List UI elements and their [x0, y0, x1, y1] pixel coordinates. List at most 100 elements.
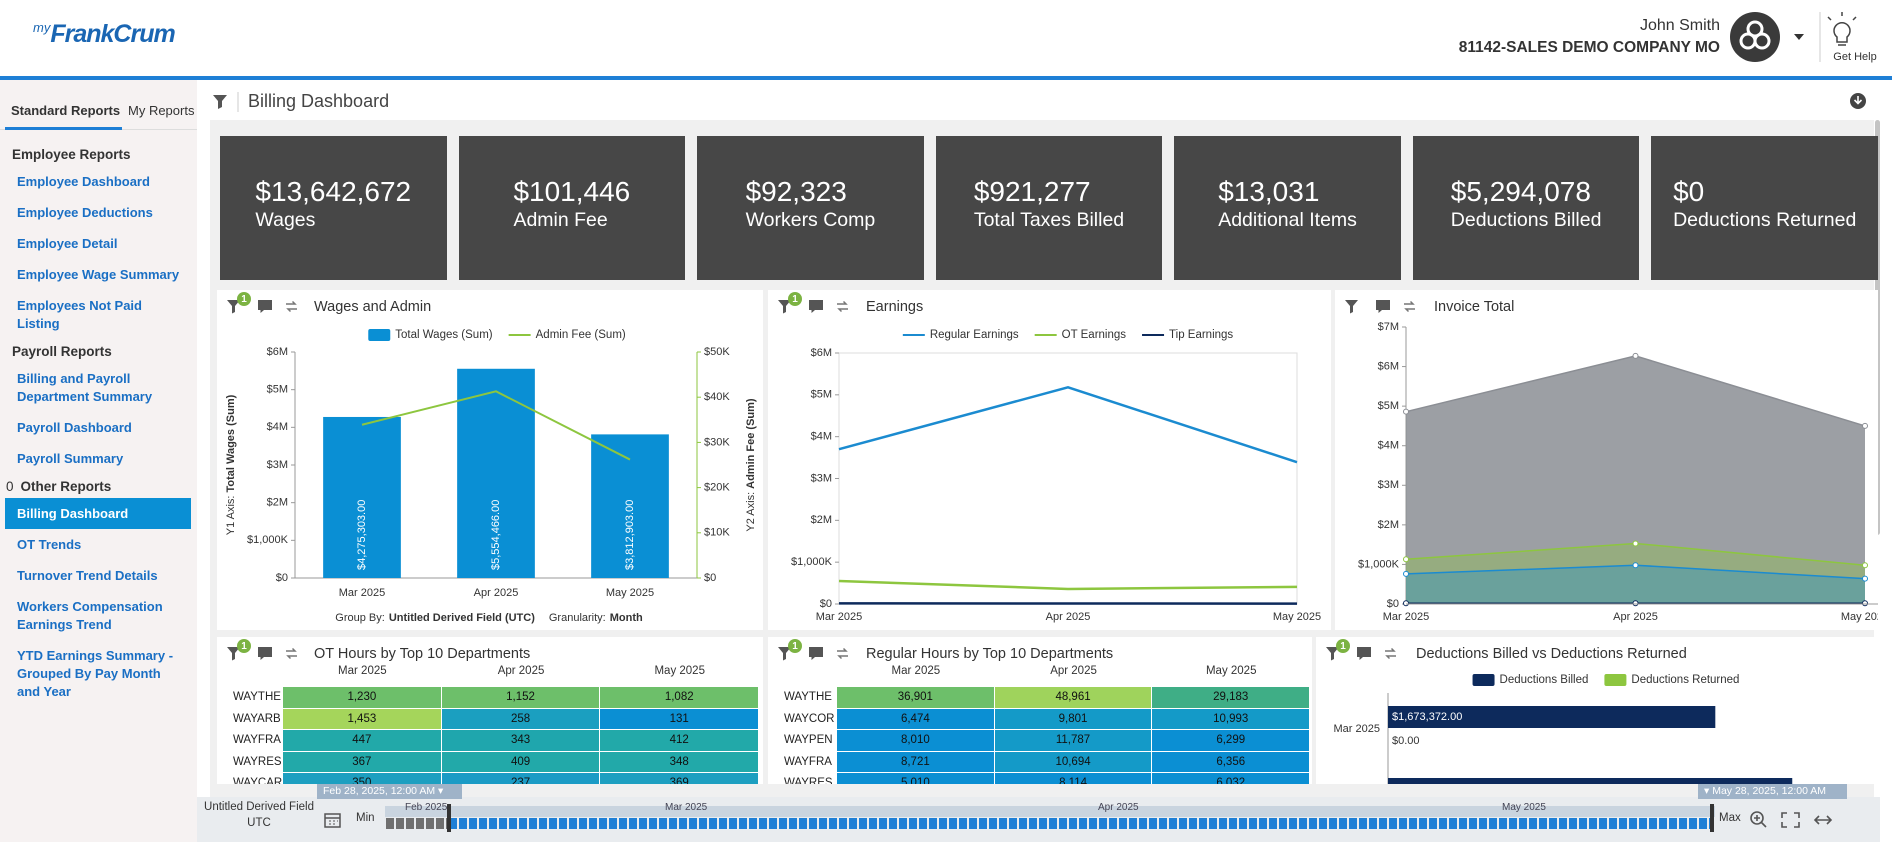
user-menu-caret[interactable] — [1794, 34, 1804, 40]
table-cell[interactable]: 48,961 — [994, 687, 1152, 708]
table-cell[interactable]: 258 — [441, 708, 600, 729]
timeline-handle-end[interactable] — [1710, 804, 1714, 832]
table-cell[interactable]: 10,694 — [994, 751, 1152, 772]
area-point[interactable] — [1862, 575, 1868, 582]
table-cell[interactable]: 6,474 — [837, 708, 994, 729]
report-link[interactable]: Employee Detail — [17, 235, 118, 251]
comment-icon[interactable] — [258, 300, 272, 313]
table-cell[interactable]: 9,801 — [994, 708, 1152, 729]
table-cell[interactable]: 350 — [283, 773, 441, 784]
legend-label[interactable]: Regular Earnings — [930, 329, 1019, 341]
area-point[interactable] — [1632, 562, 1639, 569]
area-point[interactable] — [1862, 562, 1868, 569]
filter-icon[interactable] — [778, 647, 791, 661]
comment-icon[interactable] — [809, 647, 823, 660]
table-cell[interactable]: 409 — [441, 751, 600, 772]
timeline-start-label[interactable]: Feb 28, 2025, 12:00 AM ▾ — [317, 784, 462, 799]
table-cell[interactable]: 6,356 — [1152, 751, 1310, 772]
area-point[interactable] — [1403, 570, 1409, 577]
report-link[interactable]: Employee Deductions — [17, 204, 153, 220]
settings-icon[interactable] — [286, 647, 297, 660]
table-cell[interactable]: 367 — [283, 751, 441, 772]
timeline-handle-start[interactable] — [447, 804, 451, 832]
settings-icon[interactable] — [1385, 647, 1396, 660]
legend-label[interactable]: Deductions Returned — [1631, 674, 1739, 686]
settings-icon[interactable] — [1404, 300, 1415, 313]
report-link[interactable]: Billing Dashboard — [5, 498, 191, 529]
table-cell[interactable]: 1,453 — [283, 708, 441, 729]
bar[interactable] — [1388, 778, 1793, 784]
timeline-max[interactable]: Max — [1719, 812, 1741, 824]
report-link[interactable]: Employees Not Paid Listing — [17, 297, 142, 331]
table-cell[interactable]: 10,993 — [1152, 708, 1310, 729]
filter-icon[interactable] — [227, 300, 240, 314]
legend-label[interactable]: Admin Fee (Sum) — [536, 329, 626, 341]
area-point[interactable] — [1632, 352, 1639, 359]
comment-icon[interactable] — [258, 647, 272, 660]
zoom-in[interactable] — [1750, 811, 1764, 825]
filter-icon[interactable] — [1345, 300, 1358, 314]
table-cell[interactable]: 8,721 — [837, 751, 994, 772]
legend-label[interactable]: Tip Earnings — [1169, 329, 1233, 341]
pan[interactable] — [1813, 815, 1833, 825]
filter-icon[interactable] — [1326, 647, 1339, 661]
table-cell[interactable]: 131 — [600, 708, 759, 729]
report-link[interactable]: Employee Dashboard — [17, 173, 150, 189]
timeline-end-label[interactable]: ▾ May 28, 2025, 12:00 AM — [1698, 784, 1847, 799]
table-cell[interactable]: 36,901 — [837, 687, 994, 708]
table-cell[interactable]: 1,230 — [283, 687, 441, 708]
report-link[interactable]: Payroll Dashboard — [17, 419, 132, 435]
table-cell[interactable]: 1,152 — [441, 687, 600, 708]
zoom-fit[interactable] — [1781, 812, 1800, 828]
legend-label[interactable]: OT Earnings — [1062, 329, 1127, 341]
report-link[interactable]: OT Trends — [17, 536, 82, 552]
area-point[interactable] — [1632, 600, 1639, 607]
table-cell[interactable]: 237 — [441, 773, 600, 784]
report-link[interactable]: Billing and Payroll Department Summary — [17, 370, 153, 404]
settings-icon[interactable] — [837, 300, 848, 313]
timeline-min[interactable]: Min — [356, 812, 375, 824]
table-cell[interactable]: 6,032 — [1152, 773, 1310, 784]
download-icon[interactable] — [1849, 92, 1869, 112]
legend-label[interactable]: Deductions Billed — [1500, 674, 1589, 686]
table-cell[interactable]: 8,114 — [994, 773, 1152, 784]
area-point[interactable] — [1632, 540, 1639, 547]
table-cell[interactable]: 412 — [600, 730, 759, 751]
report-link[interactable]: Turnover Trend Details — [17, 567, 158, 583]
settings-icon[interactable] — [837, 647, 848, 660]
comment-icon[interactable] — [1376, 300, 1390, 313]
settings-icon[interactable] — [286, 300, 297, 313]
comment-icon[interactable] — [1357, 647, 1371, 660]
table-cell[interactable]: 447 — [283, 730, 441, 751]
table-cell[interactable]: 5,010 — [837, 773, 994, 784]
report-link[interactable]: Payroll Summary — [17, 450, 124, 466]
comment-icon[interactable] — [809, 300, 823, 313]
dashboard-filter-icon[interactable] — [213, 95, 227, 109]
report-tab[interactable]: Standard Reports — [11, 103, 121, 118]
area-point[interactable] — [1862, 600, 1868, 607]
calendar-icon[interactable] — [324, 811, 342, 829]
area-point[interactable] — [1403, 600, 1409, 607]
bar[interactable] — [591, 434, 669, 578]
legend-label[interactable]: Total Wages (Sum) — [395, 329, 493, 341]
bar[interactable] — [323, 416, 401, 578]
report-tab[interactable]: My Reports — [128, 103, 195, 118]
area-point[interactable] — [1862, 422, 1868, 429]
table-cell[interactable]: 8,010 — [837, 730, 994, 751]
table-cell[interactable]: 369 — [600, 773, 759, 784]
logo[interactable]: myFrankCrum — [33, 20, 176, 49]
report-link[interactable]: Workers Compensation Earnings Trend — [17, 598, 163, 632]
table-cell[interactable]: 11,787 — [994, 730, 1152, 751]
table-cell[interactable]: 29,183 — [1152, 687, 1310, 708]
table-cell[interactable]: 6,299 — [1152, 730, 1310, 751]
area-point[interactable] — [1403, 408, 1409, 415]
help-icon[interactable] — [1827, 12, 1857, 46]
area-point[interactable] — [1403, 556, 1409, 563]
help-label[interactable]: Get Help — [1833, 51, 1877, 63]
bar[interactable] — [1388, 706, 1716, 728]
report-link[interactable]: YTD Earnings Summary - Grouped By Pay Mo… — [17, 647, 174, 699]
table-cell[interactable]: 348 — [600, 751, 759, 772]
table-cell[interactable]: 1,082 — [600, 687, 759, 708]
filter-icon[interactable] — [778, 300, 791, 314]
report-link[interactable]: Employee Wage Summary — [17, 266, 180, 282]
